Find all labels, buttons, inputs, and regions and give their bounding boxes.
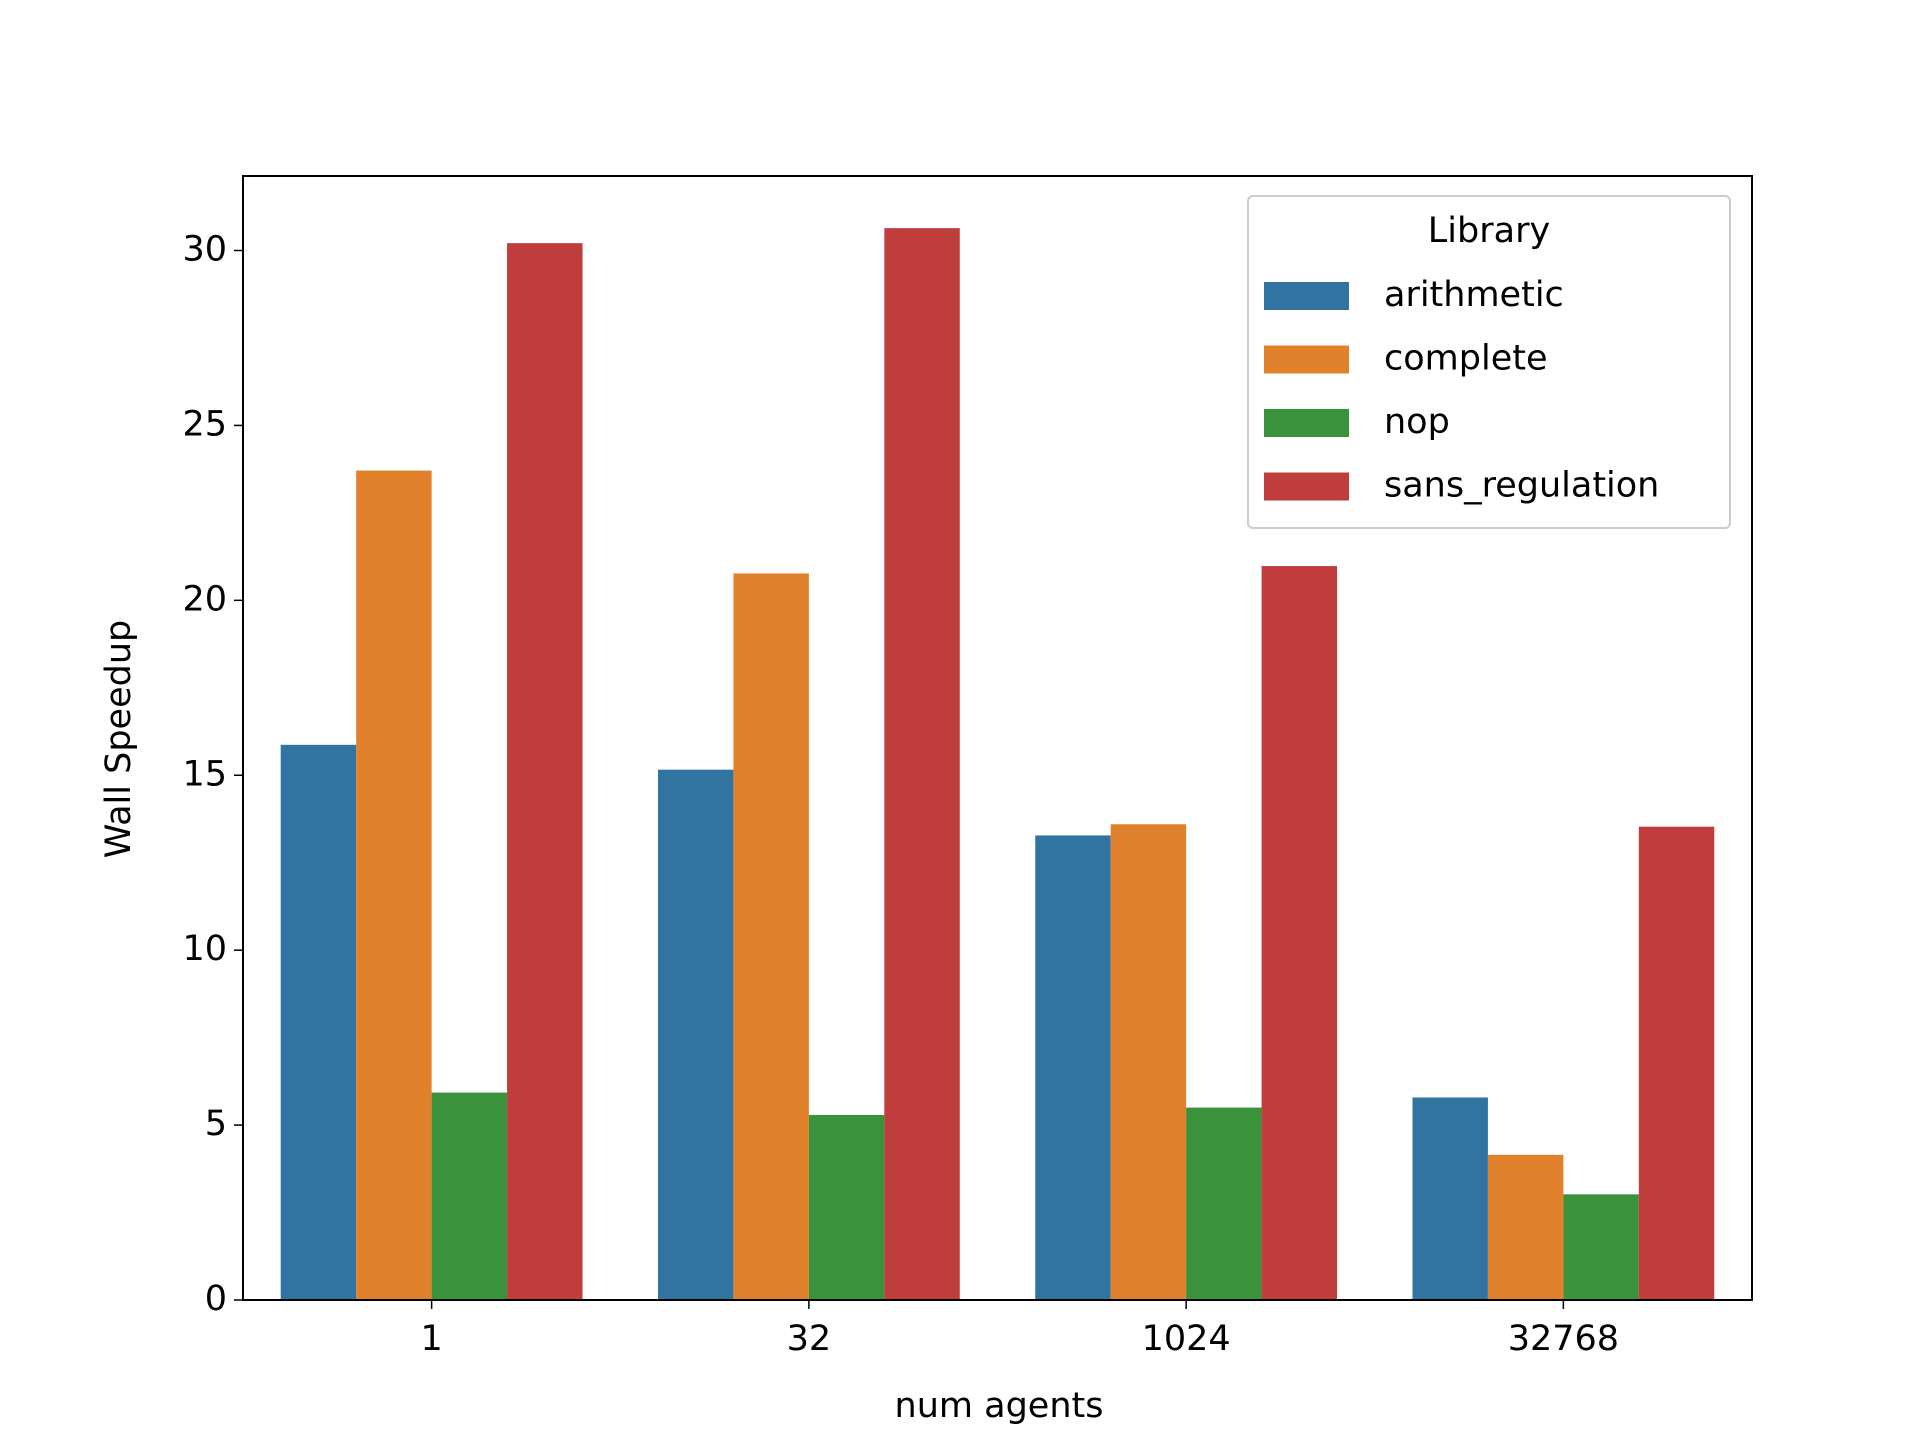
y-axis-label: Wall Speedup xyxy=(99,620,139,859)
legend-swatch xyxy=(1264,472,1349,501)
x-tick-label: 1 xyxy=(420,1319,442,1359)
bar xyxy=(1186,1107,1262,1300)
plot-frame xyxy=(242,175,1753,1301)
bar xyxy=(1110,824,1187,1300)
legend-box xyxy=(1247,195,1731,529)
x-tick-label: 32 xyxy=(787,1319,832,1359)
y-tick-label: 15 xyxy=(182,754,227,794)
bar xyxy=(1412,1097,1488,1300)
y-tick-label: 25 xyxy=(182,404,227,444)
bar xyxy=(356,470,432,1300)
x-axis-label: num agents xyxy=(895,1386,1104,1426)
legend-label: complete xyxy=(1384,339,1547,379)
legend-swatch xyxy=(1264,282,1349,310)
legend-swatch xyxy=(1264,345,1349,374)
bar xyxy=(1638,826,1715,1300)
y-tick-label: 10 xyxy=(182,929,227,969)
bar xyxy=(507,243,583,1301)
bar xyxy=(657,769,734,1300)
bar xyxy=(884,228,960,1300)
bar xyxy=(431,1092,508,1300)
bar xyxy=(1563,1194,1639,1300)
bar xyxy=(733,573,809,1300)
legend-label: arithmetic xyxy=(1384,275,1564,315)
bar xyxy=(280,744,357,1300)
bar xyxy=(1261,566,1338,1300)
bar xyxy=(808,1114,885,1300)
y-tick-label: 30 xyxy=(182,230,227,270)
y-tick-label: 20 xyxy=(182,579,227,619)
y-tick-label: 5 xyxy=(205,1104,227,1144)
legend-label: sans_regulation xyxy=(1384,466,1659,506)
x-tick-label: 32768 xyxy=(1508,1319,1619,1359)
bar xyxy=(1035,835,1111,1300)
legend-swatch xyxy=(1264,409,1349,437)
legend-title: Library xyxy=(1428,211,1550,251)
y-tick-label: 0 xyxy=(205,1279,227,1319)
legend-label: nop xyxy=(1384,402,1450,442)
bar xyxy=(1487,1154,1564,1300)
x-tick-label: 1024 xyxy=(1142,1319,1231,1359)
